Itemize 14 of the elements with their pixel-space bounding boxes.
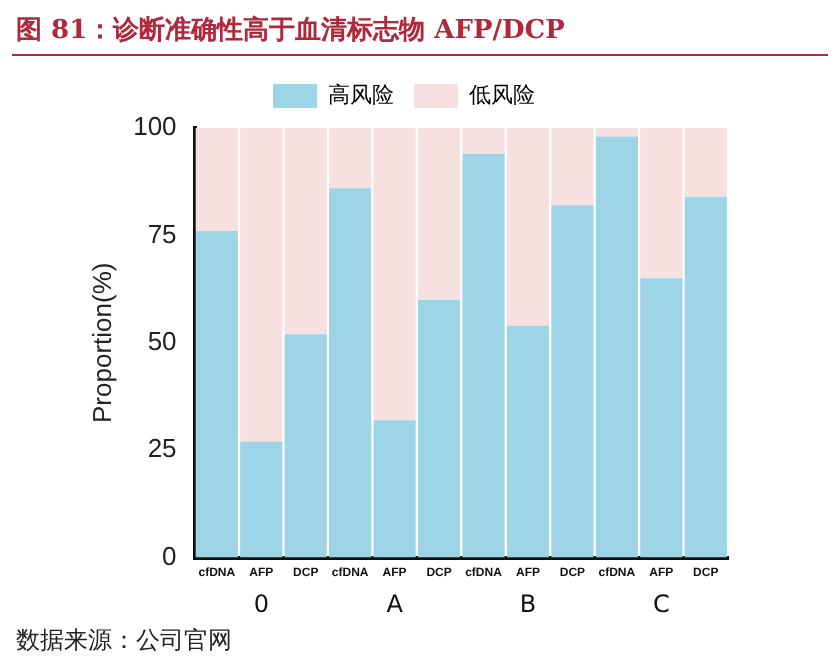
text: A xyxy=(386,589,405,618)
y-tick-label: 25 xyxy=(147,433,177,464)
text: C xyxy=(652,589,670,618)
chart-title: 图 81：诊断准确性高于血清标志物 AFP/DCP xyxy=(16,13,565,48)
y-tick-label: 0 xyxy=(162,540,177,571)
legend-label: 高风险 xyxy=(328,82,394,109)
legend-label: 低风险 xyxy=(469,84,535,109)
y-tick-label: 75 xyxy=(147,218,177,249)
source-note: 数据来源：公司官网 xyxy=(16,624,232,658)
y-axis-title: Proportion(%) xyxy=(86,262,117,423)
text: B xyxy=(519,589,537,618)
y-tick-label: 50 xyxy=(147,325,177,356)
y-tick-label: 100 xyxy=(133,111,177,142)
text: 0 xyxy=(253,589,269,618)
